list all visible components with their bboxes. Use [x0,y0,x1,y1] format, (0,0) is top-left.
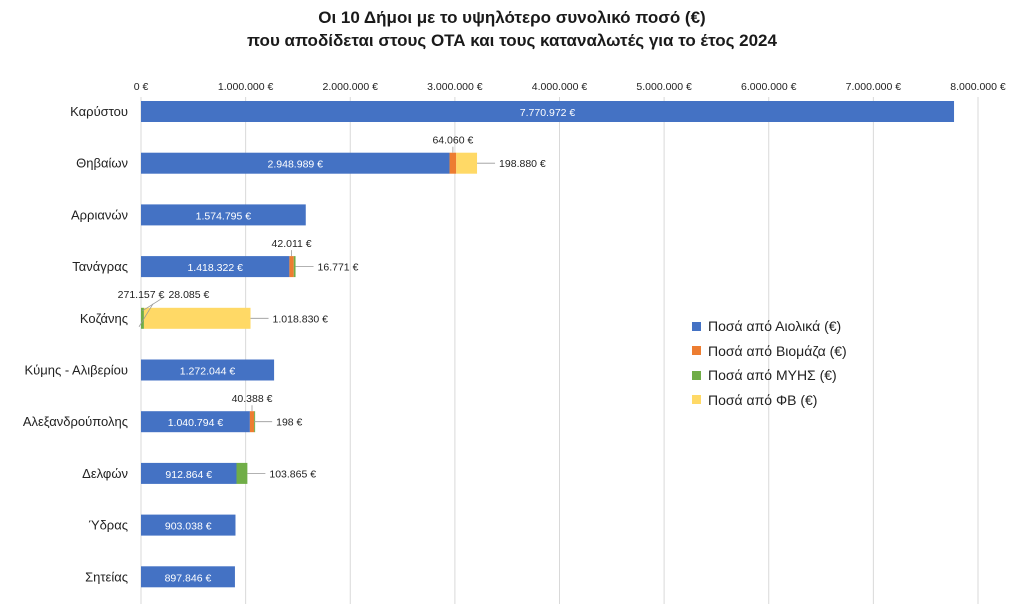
bar-segment [141,152,450,174]
category-label: Αλεξανδρούπολης [23,414,128,429]
data-label: 7.770.972 € [520,107,576,119]
data-label: 897.846 € [165,572,212,584]
data-label: 1.040.794 € [168,417,224,429]
legend-swatch [692,346,701,356]
legend-item: Ποσά από ΜΥΗΣ (€) [692,363,847,388]
legend-item: Ποσά από ΦΒ (€) [692,388,847,413]
leader-line [138,303,154,328]
data-label: 28.085 € [168,289,209,301]
bar-segment [141,359,275,381]
x-tick-label: 2.000.000 € [323,81,379,93]
data-label: 2.948.989 € [268,159,324,171]
data-label: 1.018.830 € [273,313,329,325]
legend-item: Ποσά από Αιολικά (€) [692,314,847,339]
legend-label: Ποσά από Βιομάζα (€) [708,342,847,359]
legend-item: Ποσά από Βιομάζα (€) [692,339,847,364]
data-label: 912.864 € [165,469,212,481]
data-label: 198.880 € [499,158,546,170]
category-label: Καρύστου [70,104,128,119]
bar-segment [289,256,294,278]
category-label: Τανάγρας [72,259,128,274]
category-label: Κύμης - Αλιβερίου [24,363,128,378]
bar-segment [249,411,255,433]
bar-segment [143,307,251,329]
data-label: 40.388 € [232,393,273,405]
bar-segment [141,514,236,536]
chart-legend: Ποσά από Αιολικά (€) Ποσά από Βιομάζα (€)… [692,314,847,412]
bar-segment [141,307,144,329]
data-label: 103.865 € [269,468,316,480]
data-label: 198 € [276,417,302,429]
legend-label: Ποσά από ΦΒ (€) [708,391,818,408]
bar-segment [293,256,296,278]
x-tick-label: 1.000.000 € [218,81,274,93]
chart-title-line-1: Οι 10 Δήμοι με το υψηλότερο συνολικό ποσ… [318,8,706,27]
x-tick-label: 6.000.000 € [741,81,797,93]
category-label: Κοζάνης [80,311,128,326]
leader-line [142,296,165,312]
bar-segment [141,256,290,278]
category-label: Δελφών [82,466,128,481]
chart-title-line-2: που αποδίδεται στους ΟΤΑ και τους κατανα… [247,31,777,50]
bar-segment [141,411,250,433]
data-label: 64.060 € [432,135,473,147]
data-label: 42.011 € [272,238,312,250]
bar-segment [456,152,478,174]
x-tick-label: 5.000.000 € [636,81,692,93]
legend-label: Ποσά από ΜΥΗΣ (€) [708,367,837,384]
x-tick-label: 7.000.000 € [846,81,902,93]
bar-segment [141,462,237,484]
legend-swatch [692,370,701,380]
data-label: 16.771 € [318,262,359,274]
bar-segment [141,101,955,122]
data-label: 271.157 € [118,289,165,301]
legend-swatch [692,321,701,331]
bar-segment [236,462,248,484]
bar-segment [141,204,306,226]
category-label: Αρριανών [71,207,128,222]
data-label: 1.272.044 € [180,366,236,378]
x-tick-label: 4.000.000 € [532,81,588,93]
data-label: 903.038 € [165,521,212,533]
category-label: Σητείας [85,569,128,584]
legend-swatch [692,395,701,405]
x-tick-label: 0 € [134,81,149,93]
data-label: 1.574.795 € [196,210,252,222]
category-label: Ύδρας [88,518,128,533]
legend-label: Ποσά από Αιολικά (€) [708,318,842,335]
x-tick-label: 8.000.000 € [950,81,1006,93]
data-label: 1.418.322 € [187,262,243,274]
bar-segment [141,566,235,588]
x-tick-label: 3.000.000 € [427,81,483,93]
category-label: Θηβαίων [76,156,128,171]
bar-segment [449,152,457,174]
